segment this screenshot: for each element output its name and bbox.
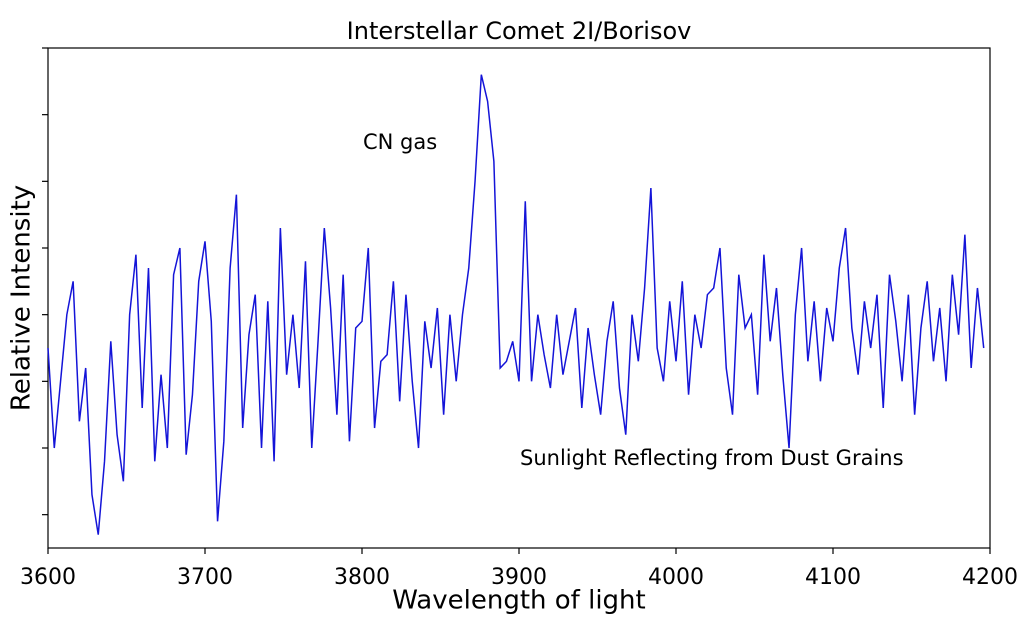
spectrum-line	[47, 74, 985, 535]
x-tick-label: 4100	[805, 565, 861, 590]
x-tick-label: 4200	[962, 565, 1018, 590]
y-axis-label: Relative Intensity	[7, 185, 37, 411]
annotation: CN gas	[363, 130, 437, 154]
plot-frame	[47, 47, 991, 549]
chart-title: Interstellar Comet 2I/Borisov	[347, 17, 692, 45]
x-tick-label: 3900	[491, 565, 547, 590]
annotation: Sunlight Reflecting from Dust Grains	[520, 446, 904, 470]
x-axis-label: Wavelength of light	[392, 586, 645, 616]
x-tick-label: 3600	[20, 565, 76, 590]
x-tick-label: 4000	[648, 565, 704, 590]
x-tick-label: 3800	[334, 565, 390, 590]
x-tick-label: 3700	[177, 565, 233, 590]
